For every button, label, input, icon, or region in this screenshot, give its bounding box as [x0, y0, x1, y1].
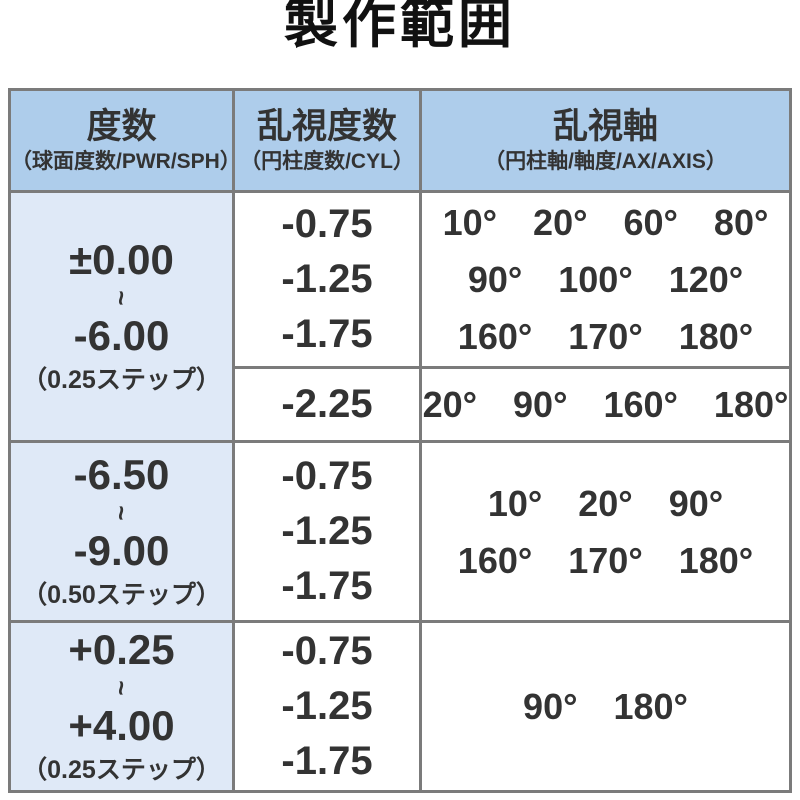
sph-step: （0.25ステップ） — [22, 755, 221, 784]
axis-values-line: 10° 20° 60° 80° — [442, 202, 769, 243]
table-subrow: -2.25 20° 90° 160° 180° — [235, 366, 789, 440]
axis-values-line: 10° 20° 90° — [487, 482, 724, 524]
sph-to: -6.00 — [73, 311, 170, 359]
table-row-group-1: ±0.00 ~ -6.00 （0.25ステップ） -0.75 -1.25 -1.… — [11, 190, 789, 440]
cyl-value: -1.75 — [281, 564, 373, 608]
header-axis: 乱視軸 （円柱軸/軸度/AX/AXIS） — [422, 91, 789, 190]
cyl-value: -1.75 — [281, 312, 373, 356]
range-tilde: ~ — [106, 289, 137, 306]
axis-cell: 20° 90° 160° 180° — [422, 369, 789, 440]
header-power: 度数 （球面度数/PWR/SPH） — [11, 91, 241, 190]
cyl-value: -1.75 — [281, 739, 373, 783]
cyl-value: -0.75 — [281, 629, 373, 673]
subrow-container: -0.75 -1.25 -1.75 90° 180° — [235, 623, 789, 790]
header-cylinder-main: 乱視度数 — [256, 107, 397, 147]
sph-range-cell: -6.50 ~ -9.00 （0.50ステップ） — [11, 443, 235, 620]
table-header-row: 度数 （球面度数/PWR/SPH） 乱視度数 （円柱度数/CYL） 乱視軸 （円… — [11, 91, 789, 190]
sph-step: （0.50ステップ） — [22, 580, 221, 609]
table-subrow: -0.75 -1.25 -1.75 90° 180° — [235, 623, 789, 790]
cyl-value: -0.75 — [281, 454, 373, 498]
header-axis-main: 乱視軸 — [552, 107, 658, 147]
range-tilde: ~ — [106, 504, 137, 521]
page-title: 製作範囲 — [284, 0, 516, 54]
cyl-cell: -0.75 -1.25 -1.75 — [235, 443, 422, 620]
sph-range-cell: +0.25 ~ +4.00 （0.25ステップ） — [11, 623, 235, 790]
axis-cell: 10° 20° 90° 160° 170° 180° — [422, 443, 789, 620]
sph-step: （0.25ステップ） — [22, 365, 221, 394]
production-range-table: 度数 （球面度数/PWR/SPH） 乱視度数 （円柱度数/CYL） 乱視軸 （円… — [8, 88, 792, 793]
header-cylinder-sub: （円柱度数/CYL） — [240, 149, 414, 173]
cyl-value: -1.25 — [281, 509, 373, 553]
axis-values-line: 20° 90° 160° 180° — [422, 384, 789, 425]
table-subrow: -0.75 -1.25 -1.75 10° 20° 90° 160° 170° … — [235, 443, 789, 620]
sph-range-cell: ±0.00 ~ -6.00 （0.25ステップ） — [11, 193, 235, 440]
axis-values-line: 90° 100° 120° — [467, 259, 744, 300]
header-power-main: 度数 — [86, 107, 157, 147]
table-row-group-3: +0.25 ~ +4.00 （0.25ステップ） -0.75 -1.25 -1.… — [11, 620, 789, 790]
cyl-cell: -0.75 -1.25 -1.75 — [235, 623, 422, 790]
subrow-container: -0.75 -1.25 -1.75 10° 20° 90° 160° 170° … — [235, 443, 789, 620]
header-cylinder: 乱視度数 （円柱度数/CYL） — [235, 91, 422, 190]
cyl-value: -2.25 — [281, 382, 373, 426]
subrow-container: -0.75 -1.25 -1.75 10° 20° 60° 80° 90° 10… — [235, 193, 789, 440]
cyl-value: -1.25 — [281, 684, 373, 728]
sph-to: +4.00 — [68, 701, 175, 749]
sph-to: -9.00 — [73, 526, 170, 574]
axis-values-line: 160° 170° 180° — [457, 539, 754, 581]
sph-from: -6.50 — [73, 450, 170, 498]
range-tilde: ~ — [106, 679, 137, 696]
cyl-value: -0.75 — [281, 202, 373, 246]
header-axis-sub: （円柱軸/軸度/AX/AXIS） — [484, 149, 727, 173]
table-subrow: -0.75 -1.25 -1.75 10° 20° 60° 80° 90° 10… — [235, 193, 789, 366]
sph-from: ±0.00 — [69, 235, 174, 283]
cyl-cell: -2.25 — [235, 369, 422, 440]
cyl-cell: -0.75 -1.25 -1.75 — [235, 193, 422, 366]
axis-values-line: 160° 170° 180° — [457, 316, 754, 357]
sph-from: +0.25 — [68, 625, 175, 673]
cyl-value: -1.25 — [281, 257, 373, 301]
axis-values-line: 90° 180° — [523, 686, 688, 727]
axis-cell: 90° 180° — [422, 623, 789, 790]
header-power-sub: （球面度数/PWR/SPH） — [11, 149, 241, 173]
axis-cell: 10° 20° 60° 80° 90° 100° 120° 160° 170° … — [422, 193, 789, 366]
table-row-group-2: -6.50 ~ -9.00 （0.50ステップ） -0.75 -1.25 -1.… — [11, 440, 789, 620]
